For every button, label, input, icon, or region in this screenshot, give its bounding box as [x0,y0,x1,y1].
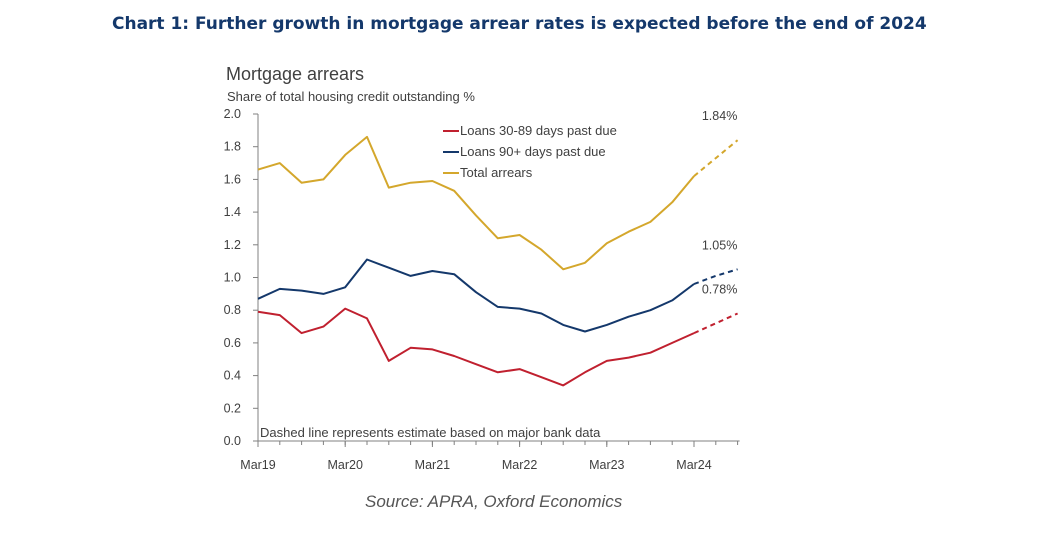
axes: 0.0 0.2 0.4 0.6 0.8 1.0 1.2 1.4 1.6 1.8 2.0 Mar19 Ma… [224,107,740,472]
series-2: 1.05% [257,238,738,333]
y-tick-label: 1.6 [224,172,241,186]
series-line-actual [257,307,695,387]
series-3: 1.84% [257,109,739,271]
y-tick-label: 0.0 [224,434,241,448]
source-note: Source: APRA, Oxford Economics [365,492,623,511]
legend-entry: Loans 30-89 days past due [460,123,617,138]
y-tick-label: 0.8 [224,303,241,317]
series-layer: 0.78% 1.05% 1.84% [257,109,739,387]
end-value-label: 1.05% [702,238,737,252]
chart-title: Mortgage arrears [226,64,364,84]
x-tick-label: Mar23 [589,458,624,472]
x-tick-label: Mar20 [327,458,362,472]
end-value-label: 1.84% [702,109,737,123]
series-1: 0.78% [257,282,739,387]
y-tick-label: 2.0 [224,107,241,121]
y-tick-label: 1.0 [224,271,241,285]
series-line-estimate [693,139,739,177]
y-tick-label: 1.8 [224,140,241,154]
series-line-actual [257,258,695,333]
end-value-label: 0.78% [702,282,737,296]
series-line-estimate [693,312,739,335]
legend-entry: Total arrears [460,165,533,180]
chart-subtitle: Share of total housing credit outstandin… [227,89,475,104]
x-tick-label: Mar22 [502,458,537,472]
legend: Loans 30-89 days past due Loans 90+ days … [443,123,617,180]
series-line-estimate [693,268,738,285]
x-tick-label: Mar21 [415,458,450,472]
chart-headline: Chart 1: Further growth in mortgage arre… [112,14,927,34]
y-tick-label: 0.2 [224,401,241,415]
estimate-note: Dashed line represents estimate based on… [260,425,601,440]
legend-entry: Loans 90+ days past due [460,144,606,159]
y-tick-label: 1.4 [224,205,241,219]
y-tick-label: 0.4 [224,369,241,383]
y-tick-label: 0.6 [224,336,241,350]
y-tick-label: 1.2 [224,238,241,252]
x-tick-label: Mar24 [676,458,711,472]
x-tick-label: Mar19 [240,458,275,472]
